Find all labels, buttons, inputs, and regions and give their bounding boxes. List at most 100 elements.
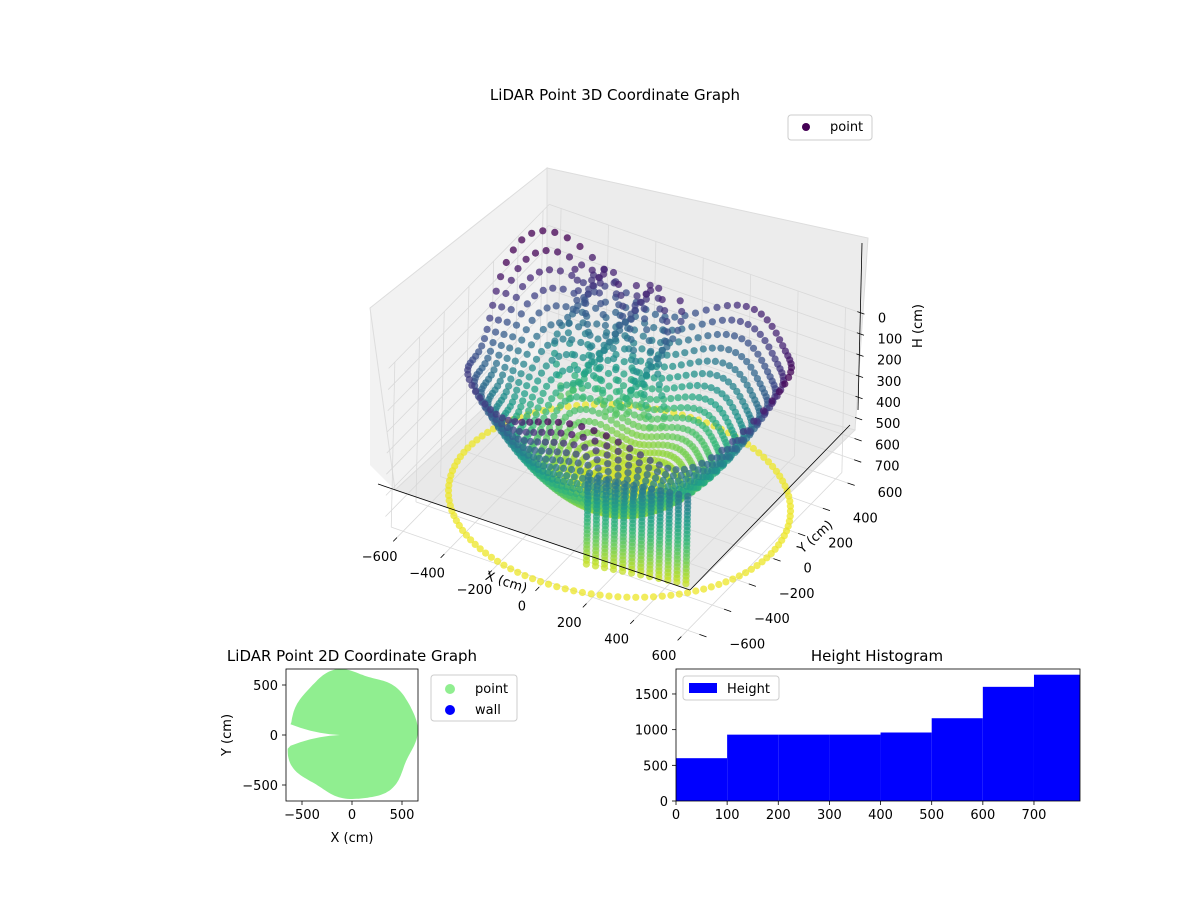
data-point-3d	[582, 453, 591, 461]
x-tick-mark-3d	[440, 553, 445, 559]
data-point-3d	[624, 469, 632, 477]
data-point-3d	[554, 418, 563, 426]
data-point-3d	[492, 415, 500, 423]
legend-3d-box	[787, 114, 873, 141]
data-point-3d	[546, 463, 554, 471]
points-3d	[444, 227, 796, 601]
data-point-3d	[660, 413, 668, 421]
data-point-3d	[633, 292, 641, 300]
data-point-3d	[511, 393, 519, 401]
data-point-3d	[552, 371, 561, 379]
data-point-3d	[585, 361, 593, 369]
x-tick-mark-3d	[629, 619, 635, 625]
data-point-3d	[610, 355, 618, 363]
data-point-3d	[605, 382, 613, 390]
data-point-3d	[735, 572, 743, 580]
data-point-3d	[619, 567, 627, 575]
data-point-3d	[532, 355, 541, 363]
z-tick-mark-3d	[855, 374, 864, 378]
data-point-3d	[594, 335, 602, 343]
data-point-3d	[539, 325, 547, 334]
data-point-3d	[563, 234, 571, 242]
data-point-3d	[519, 397, 527, 405]
data-point-3d	[674, 477, 682, 485]
data-point-3d	[655, 284, 663, 292]
data-point-3d	[630, 411, 639, 419]
histogram-bar	[829, 734, 881, 801]
histogram-x-tick-label: 500	[919, 808, 944, 823]
z-tick-label-3d: 200	[877, 354, 902, 369]
data-point-3d	[667, 591, 675, 599]
data-point-3d	[588, 342, 596, 350]
data-point-3d	[679, 414, 687, 422]
data-point-3d	[764, 458, 773, 466]
data-point-3d	[765, 343, 773, 351]
data-point-3d	[543, 304, 551, 312]
data-point-3d	[677, 404, 685, 412]
data-point-3d	[547, 428, 555, 436]
data-point-3d	[525, 407, 533, 415]
data-point-3d	[564, 313, 572, 321]
data-point-3d	[512, 293, 520, 301]
data-point-3d	[582, 405, 590, 414]
data-point-3d	[688, 323, 696, 331]
data-point-3d	[462, 531, 470, 539]
data-point-3d	[526, 400, 535, 408]
data-point-3d	[544, 580, 553, 588]
data-point-3d	[728, 316, 736, 324]
histogram-x-tick-label: 0	[672, 808, 680, 823]
data-point-3d	[632, 593, 640, 601]
data-point-3d	[602, 332, 610, 340]
data-point-3d	[604, 460, 612, 468]
data-point-3d	[671, 313, 679, 321]
data-point-3d	[584, 461, 592, 469]
histogram-x-tick-label: 700	[1022, 808, 1047, 823]
data-point-3d	[647, 363, 655, 371]
data-point-3d	[591, 385, 599, 393]
data-point-3d	[703, 357, 711, 365]
data-point-3d	[481, 400, 489, 408]
data-point-3d	[562, 303, 570, 311]
data-point-3d	[573, 276, 581, 284]
data-point-3d	[681, 349, 689, 357]
data-point-3d	[740, 376, 748, 384]
data-point-3d	[769, 462, 777, 471]
data-point-3d	[519, 283, 527, 291]
data-point-3d	[492, 287, 500, 295]
data-point-3d	[531, 249, 540, 257]
data-point-3d	[629, 346, 638, 354]
data-point-3d	[538, 447, 546, 455]
data-point-3d	[689, 463, 697, 471]
data-point-3d	[569, 379, 577, 388]
data-point-3d	[534, 438, 542, 446]
data-point-3d	[738, 353, 746, 361]
y-tick-label-3d: 400	[853, 511, 878, 526]
data-point-3d	[653, 433, 661, 441]
data-point-3d	[596, 355, 604, 363]
data-point-3d	[681, 393, 689, 401]
y-axis-line	[689, 424, 851, 591]
data-point-3d	[545, 447, 553, 455]
data-point-3d	[584, 382, 592, 390]
data-point-3d	[564, 329, 573, 337]
x-tick-label-3d: 200	[557, 616, 582, 631]
data-point-3d	[507, 375, 515, 383]
data-point-3d	[609, 268, 618, 277]
data-point-3d	[531, 292, 539, 300]
histogram-bar	[676, 758, 728, 801]
data-point-3d	[614, 472, 622, 480]
data-point-3d	[660, 403, 668, 411]
data-point-3d	[640, 424, 648, 432]
data-point-3d	[502, 258, 510, 267]
data-point-3d	[704, 332, 712, 340]
data-point-3d	[607, 416, 615, 424]
data-point-3d	[522, 326, 530, 334]
histogram-x-tick-label: 300	[817, 808, 842, 823]
z-tick-mark-3d	[853, 459, 862, 463]
data-point-3d	[674, 394, 682, 402]
data-point-3d	[549, 284, 557, 292]
z-tick-mark-3d	[857, 311, 865, 315]
data-point-3d	[545, 266, 554, 274]
data-point-3d	[609, 344, 617, 352]
point-cloud-2d-shape	[287, 669, 418, 799]
